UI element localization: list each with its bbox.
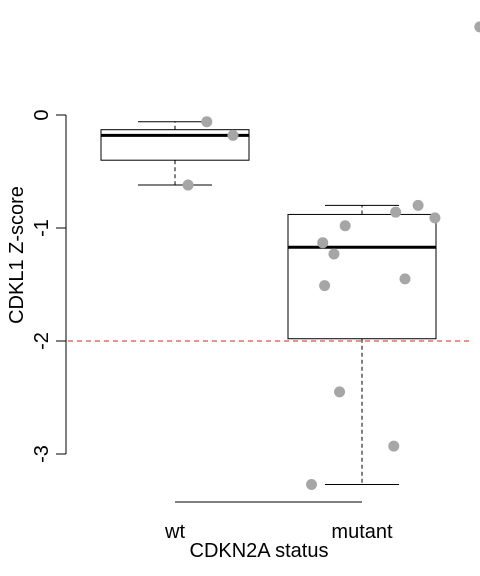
box-mutant xyxy=(287,204,437,486)
data-point xyxy=(429,212,441,224)
data-point xyxy=(317,237,329,249)
box-wt xyxy=(100,121,250,186)
y-tick-label: -3 xyxy=(31,445,53,463)
data-point xyxy=(306,479,318,491)
box-rect xyxy=(287,213,437,340)
y-axis-title: CDKL1 Z-score xyxy=(6,186,28,324)
data-point xyxy=(474,21,480,33)
x-tick-label: mutant xyxy=(331,521,393,543)
data-point xyxy=(328,248,340,260)
data-point xyxy=(227,129,239,141)
data-point xyxy=(339,220,351,232)
data-point xyxy=(412,199,424,211)
y-tick-label: -1 xyxy=(31,219,53,237)
data-point xyxy=(334,386,346,398)
data-point xyxy=(390,206,402,218)
y-tick-label: 0 xyxy=(31,109,53,120)
data-point xyxy=(399,273,411,285)
data-point xyxy=(182,179,194,191)
box-rect xyxy=(100,129,250,161)
data-point xyxy=(319,280,331,292)
data-point xyxy=(388,440,400,452)
boxes xyxy=(100,121,437,486)
x-axis-title: CDKN2A status xyxy=(190,540,329,562)
points xyxy=(182,21,480,491)
data-point xyxy=(201,116,213,128)
x-tick-label: wt xyxy=(164,521,185,543)
y-tick-label: -2 xyxy=(31,332,53,350)
axes: 0 -1 -2 -3 wt mutant xyxy=(31,109,393,543)
